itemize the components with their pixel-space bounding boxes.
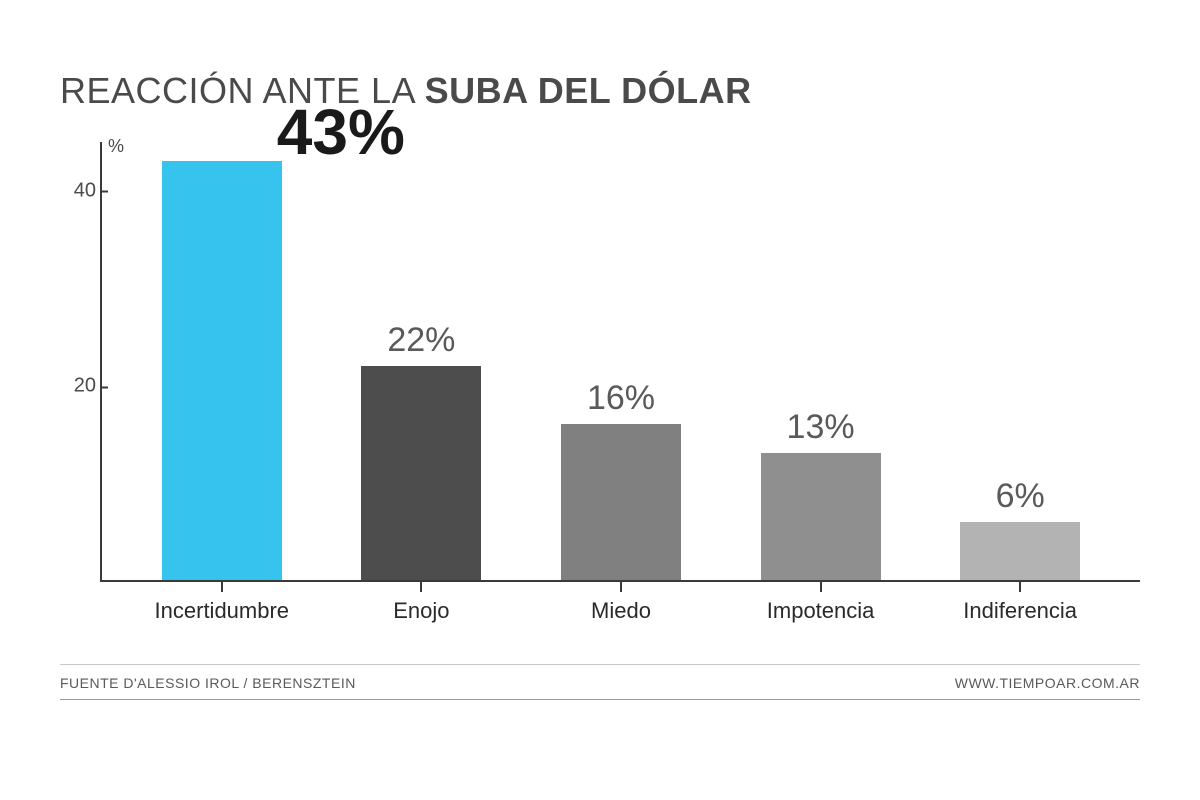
x-label: Miedo <box>591 598 651 624</box>
bar-group: 43%Incertidumbre <box>132 161 312 580</box>
plot-area: 43%Incertidumbre22%Enojo16%Miedo13%Impot… <box>102 142 1140 580</box>
x-label: Impotencia <box>767 598 875 624</box>
x-tick <box>221 580 223 592</box>
x-tick <box>620 580 622 592</box>
y-tick: 20 <box>66 375 96 398</box>
y-tick: 40 <box>66 179 96 202</box>
x-label: Enojo <box>393 598 449 624</box>
bar <box>561 424 681 580</box>
bar-group: 22%Enojo <box>331 321 511 580</box>
bar <box>162 161 282 580</box>
bar-value: 13% <box>787 408 855 447</box>
title-bold: SUBA DEL DÓLAR <box>425 70 752 111</box>
bar-group: 6%Indiferencia <box>930 477 1110 580</box>
x-label: Incertidumbre <box>155 598 290 624</box>
x-tick <box>820 580 822 592</box>
bar <box>361 366 481 580</box>
bar <box>761 453 881 580</box>
site-url: WWW.TIEMPOAR.COM.AR <box>955 675 1140 691</box>
bar-group: 16%Miedo <box>531 379 711 580</box>
footer: FUENTE D'ALESSIO IROL / BERENSZTEIN WWW.… <box>60 664 1140 700</box>
x-tick <box>420 580 422 592</box>
bar-value-highlight: 43% <box>277 95 405 169</box>
x-label: Indiferencia <box>963 598 1077 624</box>
page: REACCIÓN ANTE LA SUBA DEL DÓLAR % 43%Inc… <box>0 0 1200 800</box>
bar-chart: % 43%Incertidumbre22%Enojo16%Miedo13%Imp… <box>60 142 1140 622</box>
source-text: FUENTE D'ALESSIO IROL / BERENSZTEIN <box>60 675 356 691</box>
bars-container: 43%Incertidumbre22%Enojo16%Miedo13%Impot… <box>102 142 1140 580</box>
x-tick <box>1019 580 1021 592</box>
bar <box>960 522 1080 580</box>
bar-group: 13%Impotencia <box>731 408 911 580</box>
chart-title: REACCIÓN ANTE LA SUBA DEL DÓLAR <box>60 70 1140 112</box>
bar-value: 22% <box>387 321 455 360</box>
bar-value: 6% <box>996 477 1045 516</box>
bar-value: 16% <box>587 379 655 418</box>
